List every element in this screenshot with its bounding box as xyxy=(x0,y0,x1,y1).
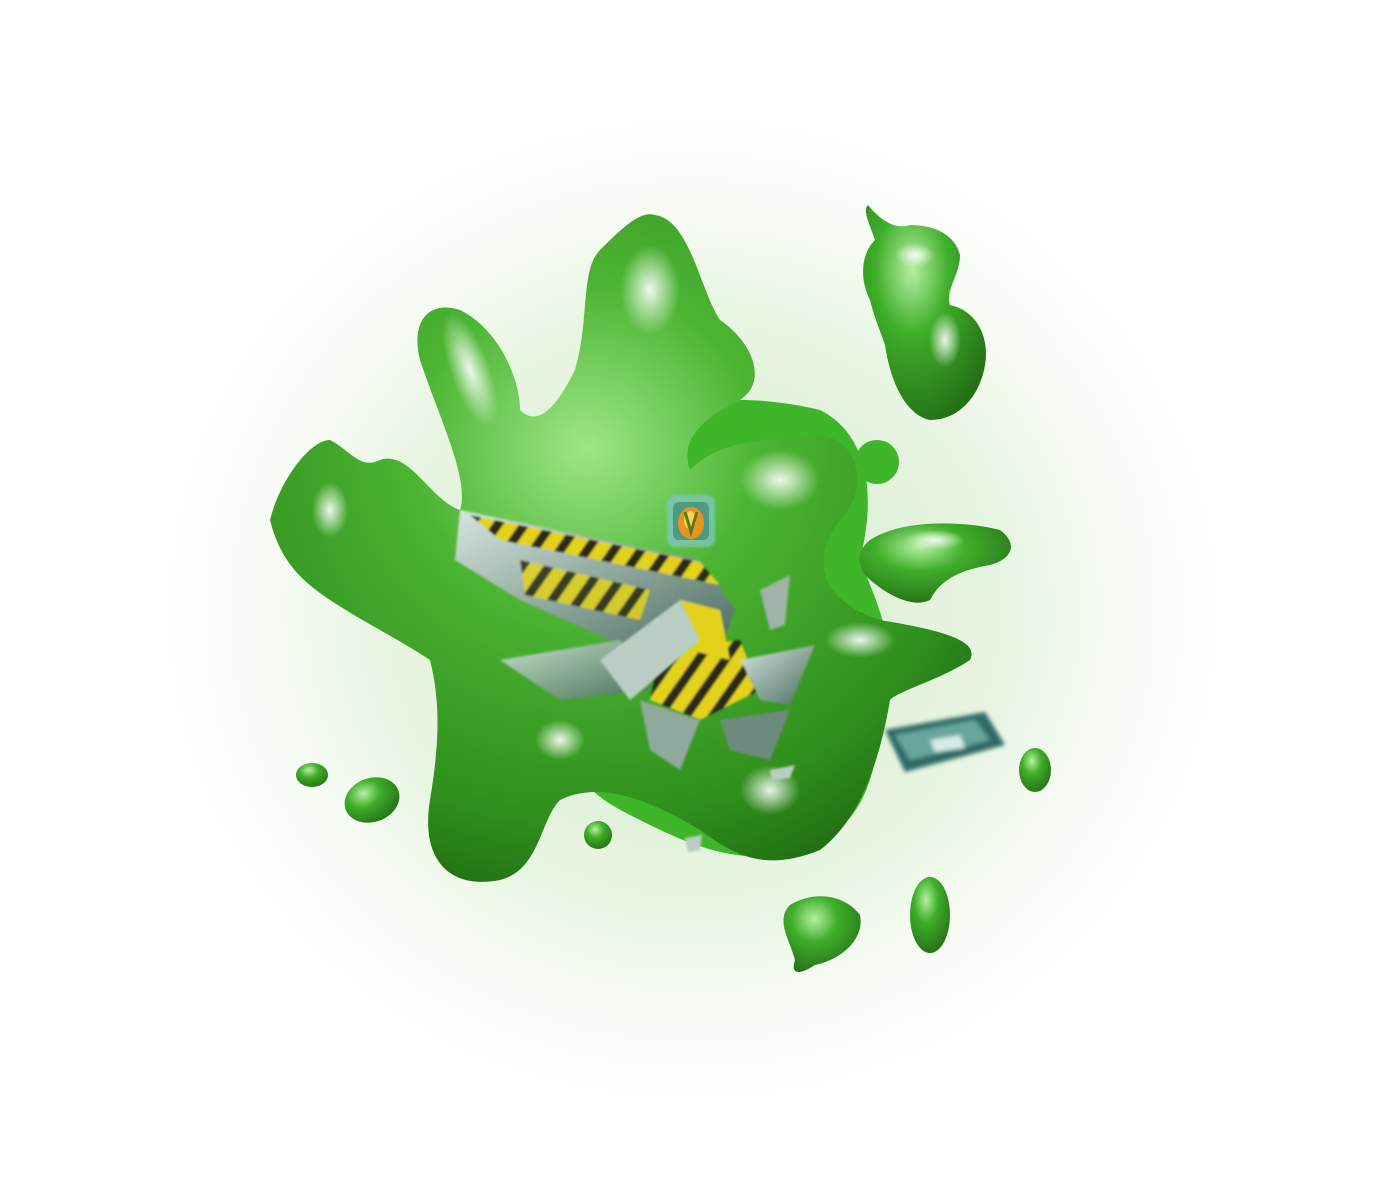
slime-highlight xyxy=(825,622,895,658)
slime-droplet xyxy=(344,777,400,823)
slime-upper-right-blob xyxy=(863,205,986,420)
slime-droplet xyxy=(783,896,861,972)
slime-highlight xyxy=(929,312,961,368)
slime-highlight xyxy=(895,243,935,267)
slime-droplet xyxy=(910,877,950,953)
slime-highlight xyxy=(535,720,585,760)
slime-highlight xyxy=(620,245,680,335)
slime-highlight xyxy=(905,530,965,550)
debris-shards xyxy=(500,575,815,852)
slime-droplet xyxy=(855,440,899,484)
slime-highlight xyxy=(442,313,498,427)
slime-droplet xyxy=(1019,748,1051,792)
slime-highlight xyxy=(740,450,820,510)
slime-droplet xyxy=(296,763,328,787)
slime-highlight xyxy=(312,482,348,538)
glowing-core-icon xyxy=(667,495,715,547)
debris-teal-block xyxy=(885,712,1005,772)
slime-right-arm xyxy=(859,523,1011,603)
slime-droplet xyxy=(584,821,612,849)
